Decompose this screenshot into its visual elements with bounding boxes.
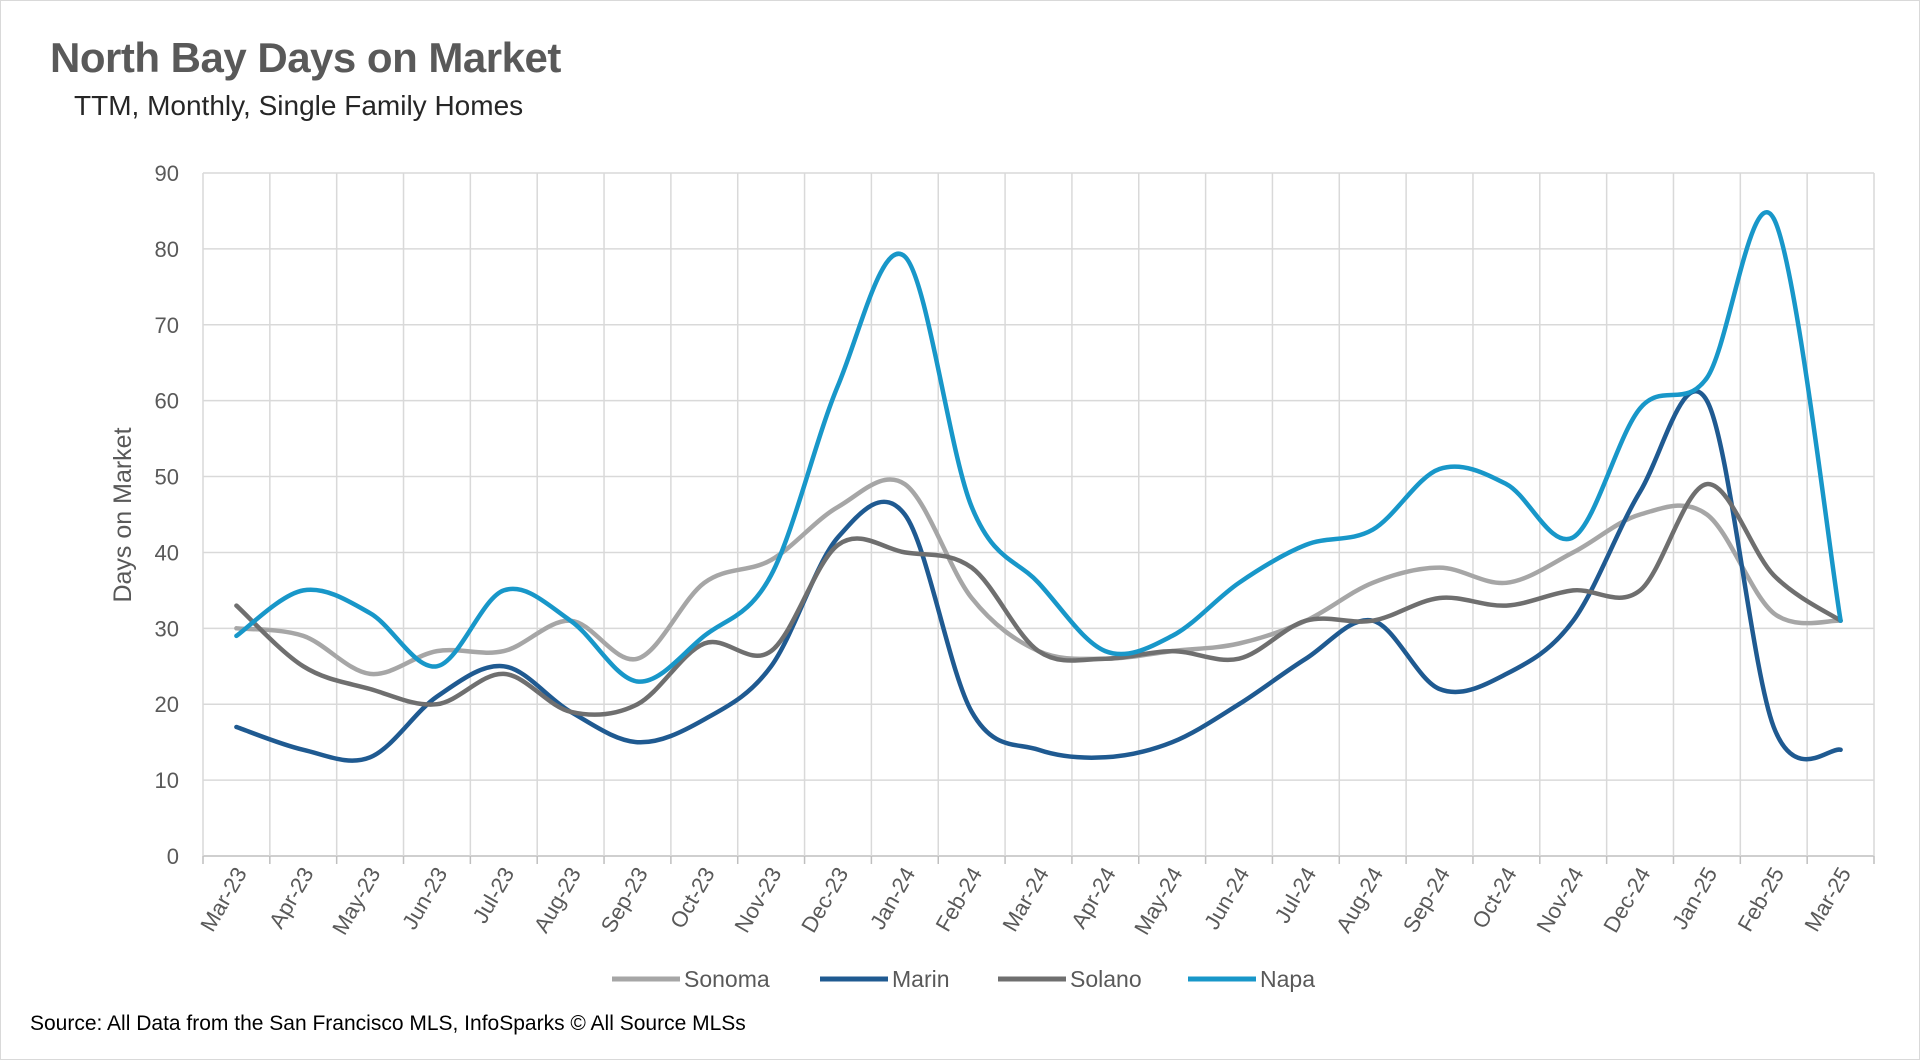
- x-tick-labels: Mar-23 Apr-23 May-23 Jun-23 Jul-23 Aug-23 Sep-…: [195, 863, 1856, 939]
- x-tick-label: May-24: [1129, 863, 1187, 939]
- legend-label-marin: Marin: [892, 966, 950, 992]
- x-tick-label: Nov-23: [729, 863, 786, 937]
- legend: Sonoma Marin Solano Napa: [612, 966, 1315, 992]
- y-tick-labels: 0 10 20 30 40 50 60 70 80 90: [155, 161, 179, 869]
- x-tick-label: Apr-24: [1066, 863, 1121, 933]
- y-tick-label: 90: [155, 161, 179, 186]
- x-tick-label: Jun-23: [397, 863, 452, 934]
- x-tick-label: Dec-23: [796, 863, 853, 937]
- legend-label-solano: Solano: [1070, 966, 1142, 992]
- series-line-napa: [234, 210, 1843, 684]
- chart-subtitle: TTM, Monthly, Single Family Homes: [74, 90, 524, 121]
- x-tick-label: Dec-24: [1598, 863, 1655, 937]
- x-tick-label: Oct-23: [665, 863, 720, 933]
- legend-label-sonoma: Sonoma: [684, 966, 770, 992]
- y-tick-label: 30: [155, 616, 179, 641]
- x-tick-label: Aug-23: [529, 863, 586, 937]
- x-tick-label: Jul-23: [468, 863, 520, 927]
- y-tick-label: 40: [155, 540, 179, 565]
- y-tick-label: 60: [155, 389, 179, 414]
- x-tick-label: Nov-24: [1531, 863, 1588, 937]
- grid-lines: [202, 172, 1875, 864]
- source-note: Source: All Data from the San Francisco …: [30, 1012, 746, 1035]
- x-tick-label: Mar-23: [195, 863, 251, 936]
- x-tick-label: Mar-25: [1799, 863, 1855, 936]
- x-tick-label: Sep-24: [1398, 863, 1455, 937]
- x-tick-label: May-23: [327, 863, 385, 939]
- x-tick-label: Jan-25: [1667, 863, 1722, 934]
- y-tick-label: 70: [155, 313, 179, 338]
- series-line-solano: [234, 481, 1843, 717]
- y-tick-label: 10: [155, 768, 179, 793]
- x-tick-label: Jun-24: [1199, 863, 1254, 934]
- y-tick-label: 0: [167, 844, 179, 869]
- legend-label-napa: Napa: [1260, 966, 1315, 992]
- x-tick-label: Jul-24: [1270, 863, 1322, 927]
- series-line-sonoma: [234, 477, 1843, 677]
- x-tick-label: Mar-24: [997, 863, 1053, 936]
- chart-title: North Bay Days on Market: [50, 34, 561, 81]
- x-tick-label: Sep-23: [596, 863, 653, 937]
- y-tick-label: 50: [155, 465, 179, 490]
- series-line-marin: [234, 389, 1843, 763]
- x-tick-label: Apr-23: [264, 863, 319, 933]
- x-tick-label: Feb-25: [1733, 863, 1790, 936]
- x-tick-label: Jan-24: [865, 863, 920, 934]
- y-tick-label: 20: [155, 692, 179, 717]
- series-lines: [234, 210, 1843, 763]
- y-axis-label: Days on Market: [109, 427, 137, 602]
- x-tick-label: Oct-24: [1467, 863, 1522, 933]
- x-tick-label: Aug-24: [1331, 863, 1388, 937]
- x-tick-label: Feb-24: [931, 863, 988, 936]
- y-tick-label: 80: [155, 237, 179, 262]
